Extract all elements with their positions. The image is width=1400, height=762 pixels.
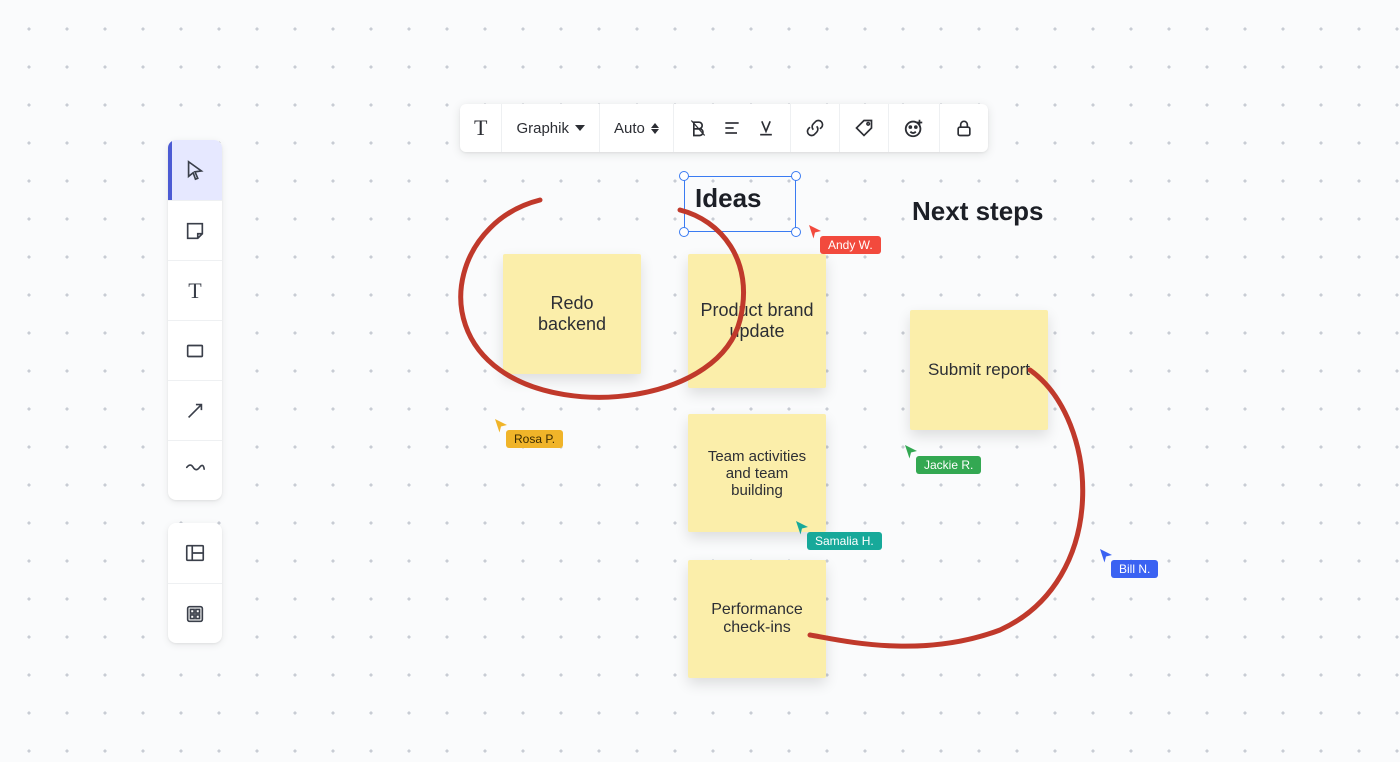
chevron-down-icon [575, 125, 585, 131]
selection-handle[interactable] [679, 171, 689, 181]
cursor-label: Rosa P. [506, 430, 563, 448]
sticky-redo-backend[interactable]: Redo backend [503, 254, 641, 374]
cursor-rosa: Rosa P. [492, 416, 510, 434]
stepper-icon [651, 123, 659, 134]
cursor-label: Jackie R. [916, 456, 981, 474]
tool-freehand[interactable] [168, 440, 222, 500]
heading-ideas: Ideas [695, 183, 762, 213]
tag-button[interactable] [840, 104, 889, 152]
bold-button[interactable] [688, 118, 708, 138]
format-font-dropdown[interactable]: Graphik [502, 104, 600, 152]
cursor-label: Andy W. [820, 236, 881, 254]
selection-handle[interactable] [791, 171, 801, 181]
tool-panel-secondary [168, 523, 222, 643]
lock-button[interactable] [940, 104, 988, 152]
sticky-team-activities[interactable]: Team activities and team building [688, 414, 826, 532]
format-type-button[interactable]: T [460, 104, 502, 152]
tool-text[interactable]: T [168, 260, 222, 320]
cursor-label: Samalia H. [807, 532, 882, 550]
tool-panel-layout[interactable] [168, 523, 222, 583]
cursor-label: Bill N. [1111, 560, 1158, 578]
sticky-product-brand-update[interactable]: Product brand update [688, 254, 826, 388]
format-toolbar: T Graphik Auto [460, 104, 988, 152]
tool-sticky[interactable] [168, 200, 222, 260]
sticky-text: Product brand update [700, 300, 814, 342]
selection-handle[interactable] [791, 227, 801, 237]
underline-button[interactable] [756, 118, 776, 138]
align-button[interactable] [722, 118, 742, 138]
cursor-andy: Andy W. [806, 222, 824, 240]
selected-text-frame[interactable]: Ideas [684, 176, 796, 232]
heading-next-steps[interactable]: Next steps [912, 196, 1044, 227]
tool-grid-view[interactable] [168, 583, 222, 643]
sticky-text: Team activities and team building [700, 448, 814, 499]
emoji-button[interactable] [889, 104, 940, 152]
format-size-label: Auto [614, 120, 645, 137]
sticky-text: Performance check-ins [700, 601, 814, 637]
tool-pointer[interactable] [168, 140, 222, 200]
cursor-samalia: Samalia H. [793, 518, 811, 536]
sticky-text: Redo backend [515, 293, 629, 335]
selection-handle[interactable] [679, 227, 689, 237]
format-font-label: Graphik [516, 120, 569, 137]
link-button[interactable] [791, 104, 840, 152]
sticky-performance-checkins[interactable]: Performance check-ins [688, 560, 826, 678]
format-size-dropdown[interactable]: Auto [600, 104, 674, 152]
cursor-bill: Bill N. [1097, 546, 1115, 564]
cursor-jackie: Jackie R. [902, 442, 920, 460]
format-text-style-group [674, 104, 791, 152]
tool-panel: T [168, 140, 222, 500]
tool-arrow[interactable] [168, 380, 222, 440]
sticky-submit-report[interactable]: Submit report [910, 310, 1048, 430]
sticky-text: Submit report [928, 360, 1030, 380]
tool-rectangle[interactable] [168, 320, 222, 380]
